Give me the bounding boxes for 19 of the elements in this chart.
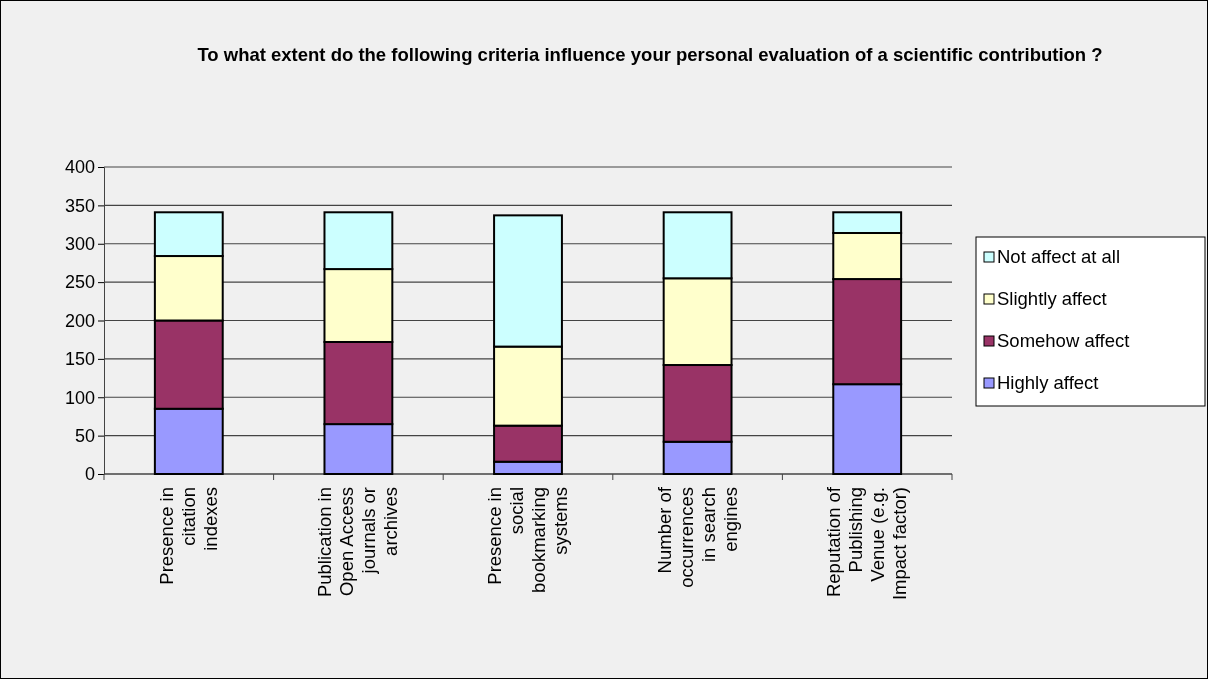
y-tick-label: 300 — [64, 234, 95, 255]
legend-label: Not affect at all — [997, 246, 1121, 267]
x-tick-label: Presence in citation indexes — [155, 487, 221, 585]
legend-label: Somehow affect — [997, 330, 1130, 351]
chart-title: To what extent do the following criteria influence your personal evaluation of a scientific contribution ? — [197, 44, 1103, 65]
y-tick-label: 50 — [74, 425, 95, 446]
x-tick-label: Reputation of Publishing Venue (e.g. Impact factor) — [823, 486, 911, 601]
y-tick-label: 100 — [64, 387, 95, 408]
x-tick-label: Number of occurrences in search engines — [653, 486, 741, 588]
x-tick-label: Publication in Open Access journals or archives — [314, 487, 402, 598]
legend-label: Highly affect — [997, 372, 1099, 393]
y-tick-label: 350 — [64, 195, 95, 216]
legend-label: Slightly affect — [997, 288, 1107, 309]
y-tick-label: 0 — [84, 464, 95, 485]
x-tick-label: Presence in social bookmarking systems — [484, 487, 571, 593]
y-tick-label: 250 — [64, 272, 95, 293]
y-tick-label: 200 — [64, 310, 95, 331]
y-tick-label: 400 — [64, 157, 95, 178]
y-tick-label: 150 — [64, 349, 95, 370]
